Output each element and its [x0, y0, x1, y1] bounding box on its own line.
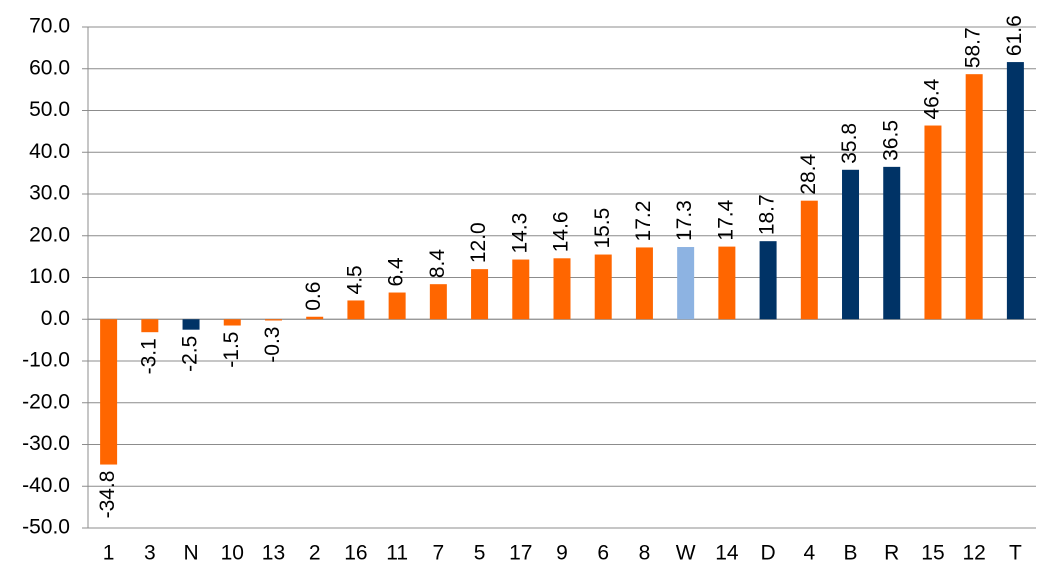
- x-tick-label: 5: [474, 542, 486, 565]
- x-tick-label: 12: [962, 542, 985, 565]
- data-label: 17.3: [673, 200, 696, 241]
- x-tick-label: R: [884, 542, 899, 565]
- x-tick-label: 7: [433, 542, 445, 565]
- bar: [512, 259, 530, 320]
- data-label: 46.4: [921, 78, 944, 119]
- data-label: 14.6: [550, 211, 573, 252]
- x-tick-label: W: [676, 542, 696, 565]
- y-tick-label: 60.0: [29, 56, 70, 79]
- data-label: 6.4: [385, 257, 408, 287]
- data-label: -2.5: [179, 336, 202, 372]
- bar: [388, 292, 406, 320]
- bar: [223, 319, 241, 326]
- y-tick-label: -10.0: [22, 349, 70, 372]
- x-tick-label: 13: [262, 542, 285, 565]
- data-label: 12.0: [467, 222, 490, 263]
- bar: [429, 284, 447, 320]
- data-label: 4.5: [343, 265, 366, 294]
- data-label: 61.6: [1003, 15, 1026, 56]
- y-tick-label: 30.0: [29, 182, 70, 205]
- y-tick-label: 70.0: [29, 15, 70, 38]
- x-tick-label: 14: [715, 542, 739, 565]
- y-tick-label: 50.0: [29, 98, 70, 121]
- data-label: 8.4: [426, 249, 449, 279]
- bar: [924, 125, 942, 320]
- data-label: 17.2: [632, 201, 655, 242]
- data-label: -1.5: [220, 332, 243, 368]
- bar: [306, 316, 324, 320]
- y-tick-label: 10.0: [29, 265, 70, 288]
- bar: [182, 319, 200, 330]
- data-label: 35.8: [838, 123, 861, 164]
- x-tick-label: 6: [597, 542, 609, 565]
- x-tick-label: 17: [509, 542, 532, 565]
- data-label: 58.7: [962, 27, 985, 68]
- bar: [883, 166, 901, 320]
- data-label: 17.4: [714, 199, 737, 240]
- x-tick-label: 2: [309, 542, 321, 565]
- x-tick-label: 15: [921, 542, 944, 565]
- y-tick-label: 40.0: [29, 140, 70, 163]
- data-label: 14.3: [508, 213, 531, 254]
- x-tick-label: 3: [144, 542, 156, 565]
- y-tick-label: 0.0: [41, 307, 70, 330]
- x-tick-label: 16: [344, 542, 367, 565]
- bar: [594, 254, 612, 320]
- bar: [965, 74, 983, 320]
- data-label: 15.5: [591, 208, 614, 249]
- bar: [100, 319, 118, 465]
- x-tick-label: 4: [803, 542, 815, 565]
- x-tick-label: 8: [639, 542, 651, 565]
- bar: [759, 241, 777, 320]
- bar: [842, 169, 860, 320]
- data-label: 18.7: [756, 194, 779, 235]
- bar: [471, 269, 489, 320]
- bar: [677, 247, 695, 320]
- x-tick-label: T: [1009, 542, 1022, 565]
- x-tick-label: N: [183, 542, 198, 565]
- y-tick-label: 20.0: [29, 223, 70, 246]
- data-label: 28.4: [797, 153, 820, 194]
- bar: [264, 319, 282, 321]
- x-tick-label: B: [844, 542, 858, 565]
- bar: [347, 300, 365, 320]
- bar: [141, 319, 159, 333]
- y-tick-label: -30.0: [22, 432, 70, 455]
- x-tick-label: 1: [103, 542, 115, 565]
- y-tick-label: -50.0: [22, 516, 70, 539]
- y-tick-label: -20.0: [22, 390, 70, 413]
- y-tick-label: -40.0: [22, 474, 70, 497]
- x-tick-label: D: [761, 542, 776, 565]
- data-label: -3.1: [137, 338, 160, 374]
- x-tick-label: 11: [386, 542, 408, 565]
- bar: [553, 258, 571, 320]
- data-label: -0.3: [261, 327, 284, 363]
- x-tick-label: 10: [221, 542, 244, 565]
- data-label: 0.6: [302, 282, 325, 311]
- bar: [635, 247, 653, 320]
- x-tick-label: 9: [556, 542, 568, 565]
- bar: [800, 200, 818, 320]
- bar: [1006, 62, 1024, 320]
- data-label: -34.8: [96, 471, 119, 519]
- data-label: 36.5: [879, 120, 902, 161]
- bar: [718, 246, 736, 320]
